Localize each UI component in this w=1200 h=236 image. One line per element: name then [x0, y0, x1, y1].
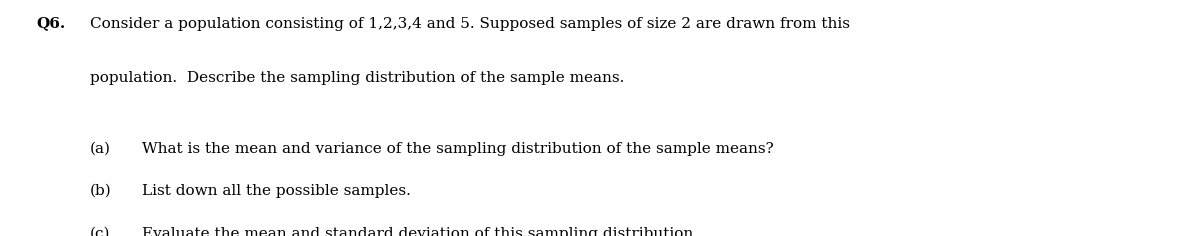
Text: What is the mean and variance of the sampling distribution of the sample means?: What is the mean and variance of the sam… [142, 142, 773, 156]
Text: Evaluate the mean and standard deviation of this sampling distribution.: Evaluate the mean and standard deviation… [142, 227, 697, 236]
Text: (c): (c) [90, 227, 110, 236]
Text: population.  Describe the sampling distribution of the sample means.: population. Describe the sampling distri… [90, 71, 624, 85]
Text: List down all the possible samples.: List down all the possible samples. [142, 184, 410, 198]
Text: Q6.: Q6. [36, 17, 65, 30]
Text: (b): (b) [90, 184, 112, 198]
Text: Consider a population consisting of 1,2,3,4 and 5. Supposed samples of size 2 ar: Consider a population consisting of 1,2,… [90, 17, 850, 30]
Text: (a): (a) [90, 142, 112, 156]
